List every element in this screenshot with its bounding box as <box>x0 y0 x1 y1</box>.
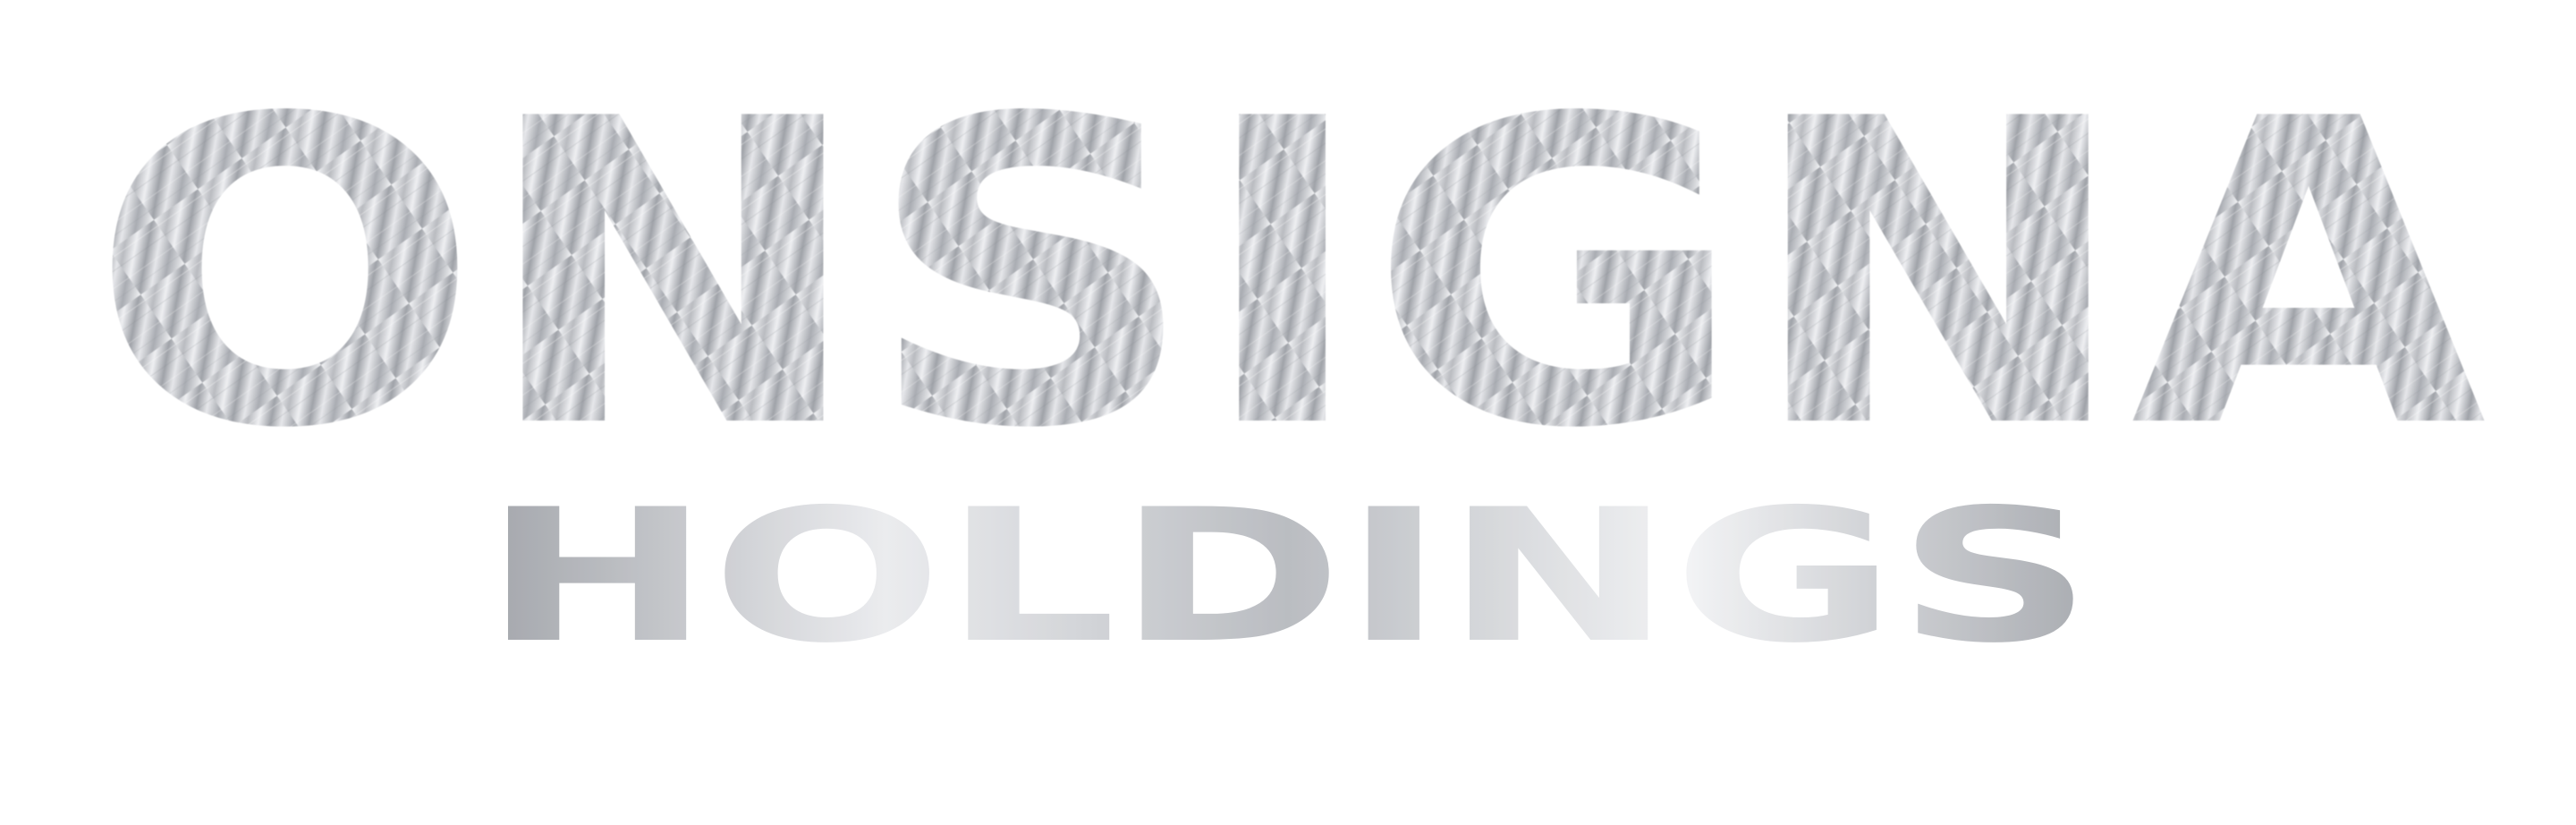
logo-line-1: ONSIGNA <box>89 30 2490 520</box>
logo-line-2: HOLDINGS <box>483 471 2093 684</box>
